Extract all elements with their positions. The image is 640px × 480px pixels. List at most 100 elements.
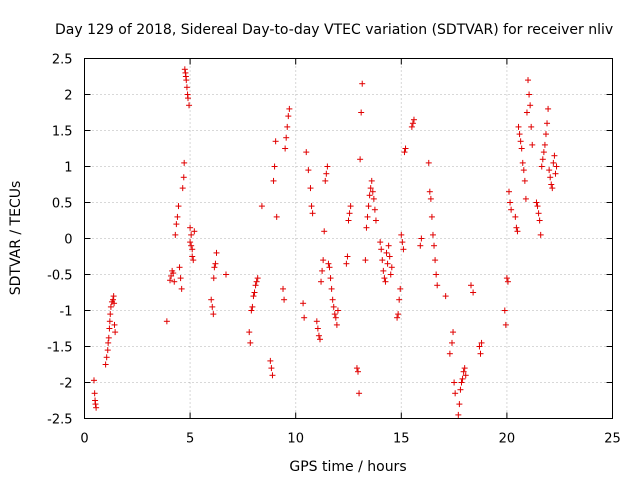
data-point bbox=[249, 303, 256, 310]
data-point bbox=[386, 253, 393, 260]
data-point bbox=[247, 339, 254, 346]
data-point bbox=[300, 300, 307, 307]
data-point bbox=[93, 404, 100, 411]
data-point bbox=[428, 213, 435, 220]
data-point bbox=[347, 203, 354, 210]
data-point bbox=[106, 318, 113, 325]
data-point bbox=[253, 278, 260, 285]
data-point bbox=[345, 217, 352, 224]
x-tick-label: 0 bbox=[80, 432, 88, 447]
data-point bbox=[104, 347, 111, 354]
data-point bbox=[323, 170, 330, 177]
data-point bbox=[397, 285, 404, 292]
data-point bbox=[364, 213, 371, 220]
data-point bbox=[426, 188, 433, 195]
data-point bbox=[332, 314, 339, 321]
data-point bbox=[186, 102, 193, 109]
data-point bbox=[366, 192, 373, 199]
x-tick-label: 25 bbox=[604, 432, 621, 447]
data-point bbox=[540, 149, 547, 156]
data-point bbox=[525, 77, 532, 84]
data-point bbox=[503, 275, 510, 282]
data-point bbox=[450, 329, 457, 336]
data-point bbox=[514, 228, 521, 235]
data-point bbox=[394, 314, 401, 321]
data-point bbox=[172, 231, 179, 238]
data-point bbox=[353, 365, 360, 372]
data-point bbox=[107, 311, 114, 318]
data-point bbox=[456, 401, 463, 408]
data-point bbox=[429, 231, 436, 238]
data-point bbox=[178, 285, 185, 292]
data-point bbox=[344, 253, 351, 260]
data-point bbox=[515, 123, 522, 130]
data-point bbox=[250, 293, 257, 300]
data-point bbox=[187, 224, 194, 231]
data-point bbox=[451, 379, 458, 386]
data-point bbox=[533, 199, 540, 206]
data-point bbox=[367, 185, 374, 192]
data-point bbox=[538, 163, 545, 170]
data-points bbox=[91, 66, 560, 418]
data-point bbox=[371, 206, 378, 213]
data-point bbox=[527, 102, 534, 109]
data-point bbox=[553, 163, 560, 170]
data-point bbox=[398, 231, 405, 238]
y-tick-label: -0.5 bbox=[47, 269, 72, 284]
data-point bbox=[282, 145, 289, 152]
data-point bbox=[248, 307, 255, 314]
data-point bbox=[432, 257, 439, 264]
data-point bbox=[92, 401, 99, 408]
y-tick-label: 1 bbox=[64, 161, 72, 176]
data-point bbox=[167, 277, 174, 284]
data-point bbox=[269, 372, 276, 379]
data-point bbox=[369, 188, 376, 195]
data-point bbox=[434, 282, 441, 289]
data-point bbox=[461, 365, 468, 372]
data-point bbox=[519, 159, 526, 166]
data-point bbox=[105, 334, 112, 341]
data-point bbox=[334, 307, 341, 314]
data-point bbox=[478, 339, 485, 346]
data-point bbox=[462, 372, 469, 379]
y-tick-label: 2 bbox=[64, 89, 72, 104]
x-tick-label: 15 bbox=[393, 432, 410, 447]
data-point bbox=[457, 386, 464, 393]
data-point bbox=[384, 260, 391, 267]
data-point bbox=[191, 228, 198, 235]
data-point bbox=[281, 296, 288, 303]
data-point bbox=[410, 116, 417, 123]
data-point bbox=[271, 163, 278, 170]
data-point bbox=[309, 210, 316, 217]
data-point bbox=[359, 80, 366, 87]
data-point bbox=[402, 145, 409, 152]
data-point bbox=[329, 296, 336, 303]
data-point bbox=[212, 260, 219, 267]
data-point bbox=[91, 377, 98, 384]
y-tick-labels: -2.5 -2 -1.5 -1 -0.5 0 0.5 1 1.5 2 2.5 bbox=[47, 53, 72, 428]
data-point bbox=[523, 109, 530, 116]
data-point bbox=[305, 167, 312, 174]
data-point bbox=[318, 278, 325, 285]
data-point bbox=[176, 264, 183, 271]
data-point bbox=[313, 318, 320, 325]
data-point bbox=[223, 271, 230, 278]
data-point bbox=[396, 296, 403, 303]
data-point bbox=[508, 206, 515, 213]
chart-title: Day 129 of 2018, Sidereal Day-to-day VTE… bbox=[55, 22, 613, 38]
data-point bbox=[362, 257, 369, 264]
data-point bbox=[322, 177, 329, 184]
data-point bbox=[213, 249, 220, 256]
data-point bbox=[163, 318, 170, 325]
data-point bbox=[210, 275, 217, 282]
data-point bbox=[210, 311, 217, 318]
data-point bbox=[504, 278, 511, 285]
data-point bbox=[273, 213, 280, 220]
x-tick-label: 10 bbox=[287, 432, 304, 447]
data-point bbox=[539, 156, 546, 163]
data-point bbox=[171, 278, 178, 285]
data-point bbox=[476, 343, 483, 350]
data-point bbox=[548, 181, 555, 188]
data-point bbox=[358, 109, 365, 116]
data-point bbox=[501, 307, 508, 314]
